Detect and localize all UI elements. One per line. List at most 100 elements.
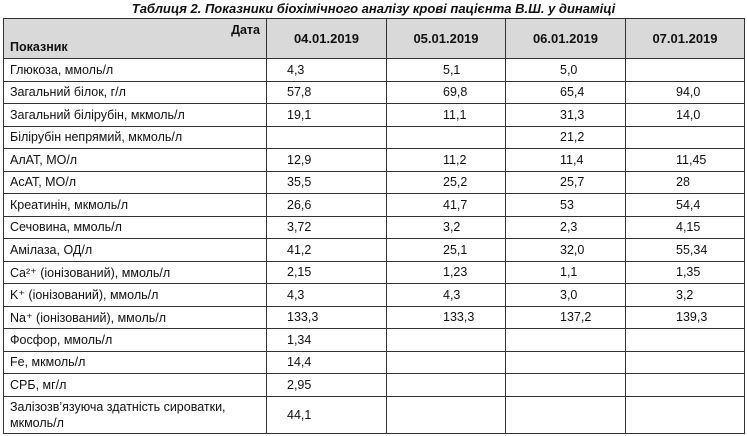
indicator-name: Загальний білок, г/л: [3, 80, 267, 104]
value-cell: 4,3: [386, 283, 506, 307]
value-cell: 139,3: [625, 305, 745, 329]
table-row: Амілаза, ОД/л 41,2 25,1 32,0 55,34: [3, 238, 745, 262]
table-row: Na⁺ (іонізований), ммоль/л 133,3 133,3 137,…: [3, 305, 745, 329]
date-header: 04.01.2019: [266, 18, 387, 59]
value-cell: 11,45: [625, 148, 745, 172]
value-cell: 94,0: [625, 80, 745, 104]
indicator-name: Fe, мкмоль/л: [3, 350, 267, 374]
value-cell: 41,7: [386, 193, 506, 217]
value-cell: 14,4: [266, 350, 387, 374]
value-cell: 2,95: [266, 373, 387, 397]
value-cell: 1,23: [386, 260, 506, 284]
value-cell: [505, 395, 626, 434]
indicator-name: Сечовина, ммоль/л: [3, 215, 267, 239]
value-cell: 3,72: [266, 215, 387, 239]
value-cell: 53: [505, 193, 626, 217]
value-cell: 1,1: [505, 260, 626, 284]
value-cell: [625, 58, 745, 82]
value-cell: [625, 125, 745, 149]
table-row: Fe, мкмоль/л 14,4: [3, 350, 745, 374]
value-cell: 57,8: [266, 80, 387, 104]
value-cell: [625, 373, 745, 397]
indicator-name: Креатинін, мкмоль/л: [3, 193, 267, 217]
value-cell: 44,1: [266, 395, 387, 434]
value-cell: [386, 395, 506, 434]
value-cell: [386, 373, 506, 397]
table-row: K⁺ (іонізований), ммоль/л 4,3 4,3 3,0 3,2: [3, 283, 745, 307]
value-cell: [625, 395, 745, 434]
value-cell: 3,2: [625, 283, 745, 307]
value-cell: 54,4: [625, 193, 745, 217]
value-cell: 19,1: [266, 103, 387, 127]
value-cell: [386, 350, 506, 374]
value-cell: 14,0: [625, 103, 745, 127]
corner-bottom: Показник: [10, 40, 68, 54]
indicator-name: K⁺ (іонізований), ммоль/л: [3, 283, 267, 307]
value-cell: 69,8: [386, 80, 506, 104]
indicator-name: СРБ, мг/л: [3, 373, 267, 397]
table-row: АсАТ, МО/л 35,5 25,2 25,7 28: [3, 170, 745, 194]
value-cell: [505, 350, 626, 374]
table-row: Ca²⁺ (іонізований), ммоль/л 2,15 1,23 1,1 1,…: [3, 260, 745, 284]
indicator-name: Білірубін непрямий, мкмоль/л: [3, 125, 267, 149]
table-row: Загальний білірубін, мкмоль/л 19,1 11,1 31,…: [3, 103, 745, 127]
table-row: СРБ, мг/л 2,95: [3, 373, 745, 397]
value-cell: 12,9: [266, 148, 387, 172]
value-cell: 31,3: [505, 103, 626, 127]
header-row: Дата Показник 04.01.2019 05.01.2019 06.01.…: [3, 18, 745, 59]
value-cell: 1,35: [625, 260, 745, 284]
indicator-name: Загальний білірубін, мкмоль/л: [3, 103, 267, 127]
value-cell: 65,4: [505, 80, 626, 104]
value-cell: 41,2: [266, 238, 387, 262]
indicator-name: Ca²⁺ (іонізований), ммоль/л: [3, 260, 267, 284]
table-row: Глюкоза, ммоль/л 4,3 5,1 5,0: [3, 58, 745, 82]
value-cell: 1,34: [266, 328, 387, 352]
date-header: 06.01.2019: [505, 18, 626, 59]
value-cell: [505, 328, 626, 352]
value-cell: 4,15: [625, 215, 745, 239]
value-cell: 35,5: [266, 170, 387, 194]
table-title: Таблиця 2. Показники біохімічного аналіз…: [131, 1, 616, 16]
value-cell: [505, 373, 626, 397]
value-cell: 133,3: [266, 305, 387, 329]
value-cell: [625, 328, 745, 352]
value-cell: 11,4: [505, 148, 626, 172]
table-row: АлАТ, МО/л 12,9 11,2 11,4 11,45: [3, 148, 745, 172]
table-row: Білірубін непрямий, мкмоль/л 21,2: [3, 125, 745, 149]
value-cell: 5,0: [505, 58, 626, 82]
indicator-name: Глюкоза, ммоль/л: [3, 58, 267, 82]
value-cell: 25,2: [386, 170, 506, 194]
value-cell: [266, 125, 387, 149]
value-cell: 32,0: [505, 238, 626, 262]
value-cell: [386, 328, 506, 352]
value-cell: 11,2: [386, 148, 506, 172]
corner-cell: Дата Показник: [3, 18, 267, 59]
value-cell: 5,1: [386, 58, 506, 82]
value-cell: 3,2: [386, 215, 506, 239]
data-table: Дата Показник 04.01.2019 05.01.2019 06.01.…: [3, 18, 745, 434]
indicator-name: АлАТ, МО/л: [3, 148, 267, 172]
date-header: 07.01.2019: [625, 18, 745, 59]
value-cell: 28: [625, 170, 745, 194]
value-cell: 11,1: [386, 103, 506, 127]
table-row: Загальний білок, г/л 57,8 69,8 65,4 94,0: [3, 80, 745, 104]
value-cell: 26,6: [266, 193, 387, 217]
value-cell: [625, 350, 745, 374]
table-row: Сечовина, ммоль/л 3,72 3,2 2,3 4,15: [3, 215, 745, 239]
table-row: Фосфор, ммоль/л 1,34: [3, 328, 745, 352]
indicator-name: Залізозв’язуюча здатність сироватки, мкм…: [3, 395, 267, 434]
value-cell: 2,15: [266, 260, 387, 284]
value-cell: 4,3: [266, 58, 387, 82]
date-header: 05.01.2019: [386, 18, 506, 59]
value-cell: 25,1: [386, 238, 506, 262]
table-row: Залізозв’язуюча здатність сироватки, мкм…: [3, 395, 745, 434]
corner-top: Дата: [231, 23, 260, 37]
table-row: Креатинін, мкмоль/л 26,6 41,7 53 54,4: [3, 193, 745, 217]
value-cell: 4,3: [266, 283, 387, 307]
indicator-name: Амілаза, ОД/л: [3, 238, 267, 262]
value-cell: 137,2: [505, 305, 626, 329]
value-cell: [386, 125, 506, 149]
value-cell: 3,0: [505, 283, 626, 307]
indicator-name: АсАТ, МО/л: [3, 170, 267, 194]
